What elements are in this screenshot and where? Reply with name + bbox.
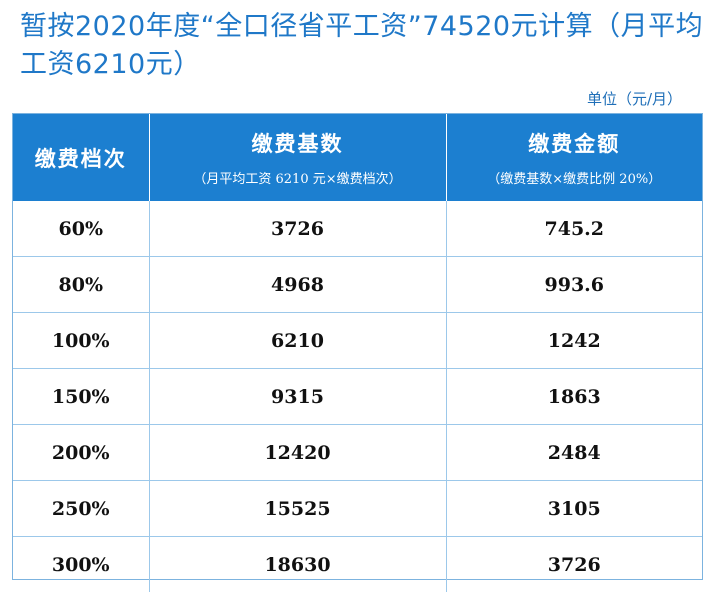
contribution-table-grid: 缴费档次 缴费基数 （月平均工资 6210 元×缴费档次） 缴费金额 （缴费基数… — [13, 114, 702, 592]
cell-amount: 993.6 — [446, 257, 702, 313]
cell-amount: 1242 — [446, 313, 702, 369]
cell-base: 4968 — [149, 257, 446, 313]
unit-label: 单位（元/月） — [587, 88, 682, 109]
cell-base: 15525 — [149, 481, 446, 537]
cell-amount: 3105 — [446, 481, 702, 537]
cell-base: 9315 — [149, 369, 446, 425]
cell-base: 12420 — [149, 425, 446, 481]
header-base: 缴费基数 （月平均工资 6210 元×缴费档次） — [149, 114, 446, 201]
table-row: 150% 9315 1863 — [13, 369, 702, 425]
header-level: 缴费档次 — [13, 114, 149, 201]
contribution-table: 缴费档次 缴费基数 （月平均工资 6210 元×缴费档次） 缴费金额 （缴费基数… — [12, 113, 703, 580]
header-amount: 缴费金额 （缴费基数×缴费比例 20%） — [446, 114, 702, 201]
cell-amount: 1863 — [446, 369, 702, 425]
header-base-subtitle: （月平均工资 6210 元×缴费档次） — [150, 168, 446, 187]
page-title: 暂按2020年度“全口径省平工资”74520元计算（月平均工资6210元） — [20, 8, 710, 84]
cell-level: 250% — [13, 481, 149, 537]
cell-level: 100% — [13, 313, 149, 369]
cell-base: 3726 — [149, 201, 446, 257]
cell-level: 150% — [13, 369, 149, 425]
table-row: 100% 6210 1242 — [13, 313, 702, 369]
cell-amount: 745.2 — [446, 201, 702, 257]
table-row: 80% 4968 993.6 — [13, 257, 702, 313]
cell-amount: 2484 — [446, 425, 702, 481]
cell-level: 80% — [13, 257, 149, 313]
cell-base: 6210 — [149, 313, 446, 369]
header-base-title: 缴费基数 — [150, 128, 446, 158]
header-amount-title: 缴费金额 — [447, 128, 703, 158]
table-row: 200% 12420 2484 — [13, 425, 702, 481]
header-level-title: 缴费档次 — [13, 143, 149, 173]
table-header-row: 缴费档次 缴费基数 （月平均工资 6210 元×缴费档次） 缴费金额 （缴费基数… — [13, 114, 702, 201]
cell-level: 60% — [13, 201, 149, 257]
cell-level: 200% — [13, 425, 149, 481]
header-amount-subtitle: （缴费基数×缴费比例 20%） — [447, 168, 703, 187]
table-row: 60% 3726 745.2 — [13, 201, 702, 257]
table-row: 250% 15525 3105 — [13, 481, 702, 537]
